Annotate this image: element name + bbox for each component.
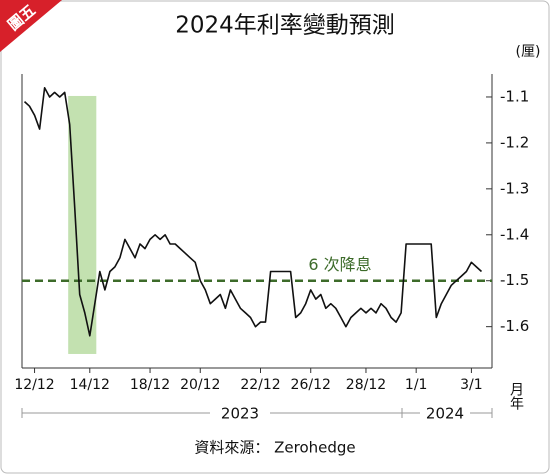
year-bg <box>420 404 470 422</box>
y-tick-label: -1.1 <box>500 87 529 105</box>
y-tick-label: -1.5 <box>500 271 529 289</box>
y-tick-label: -1.2 <box>500 133 529 151</box>
reference-label: 6 次降息 <box>308 255 371 274</box>
plot: -1.1 -1.2 -1.3 -1.4 -1.5 -1.6 12/12 14/12 18/12 2… <box>14 74 529 393</box>
x-tick-label: 22/12 <box>240 377 280 393</box>
year-bg <box>210 404 270 422</box>
x-tick-label: 14/12 <box>70 377 110 393</box>
x-tick-label: 26/12 <box>291 377 331 393</box>
x-tick-label: 3/1 <box>460 377 483 393</box>
badge-bg <box>0 0 62 52</box>
y-tick-label: -1.3 <box>500 179 529 197</box>
year-label: 2024 <box>426 405 464 423</box>
x-tick-label: 20/12 <box>180 377 220 393</box>
data-line <box>23 87 483 337</box>
x-axis-label: 月年 <box>508 382 524 410</box>
y-unit: (厘) <box>516 44 541 60</box>
x-tick-label: 12/12 <box>14 377 54 393</box>
x-tick-label: 1/1 <box>405 377 428 393</box>
source: 資料來源： Zerohedge <box>194 439 355 457</box>
x-tick-label: 28/12 <box>346 377 386 393</box>
chart-title: 2024年利率變動預測 <box>175 13 395 39</box>
x-tick-label: 18/12 <box>130 377 170 393</box>
y-tick-label: -1.6 <box>500 317 529 335</box>
highlight <box>68 95 97 354</box>
y-tick-label: -1.4 <box>500 225 529 243</box>
year-label: 2023 <box>221 405 259 423</box>
